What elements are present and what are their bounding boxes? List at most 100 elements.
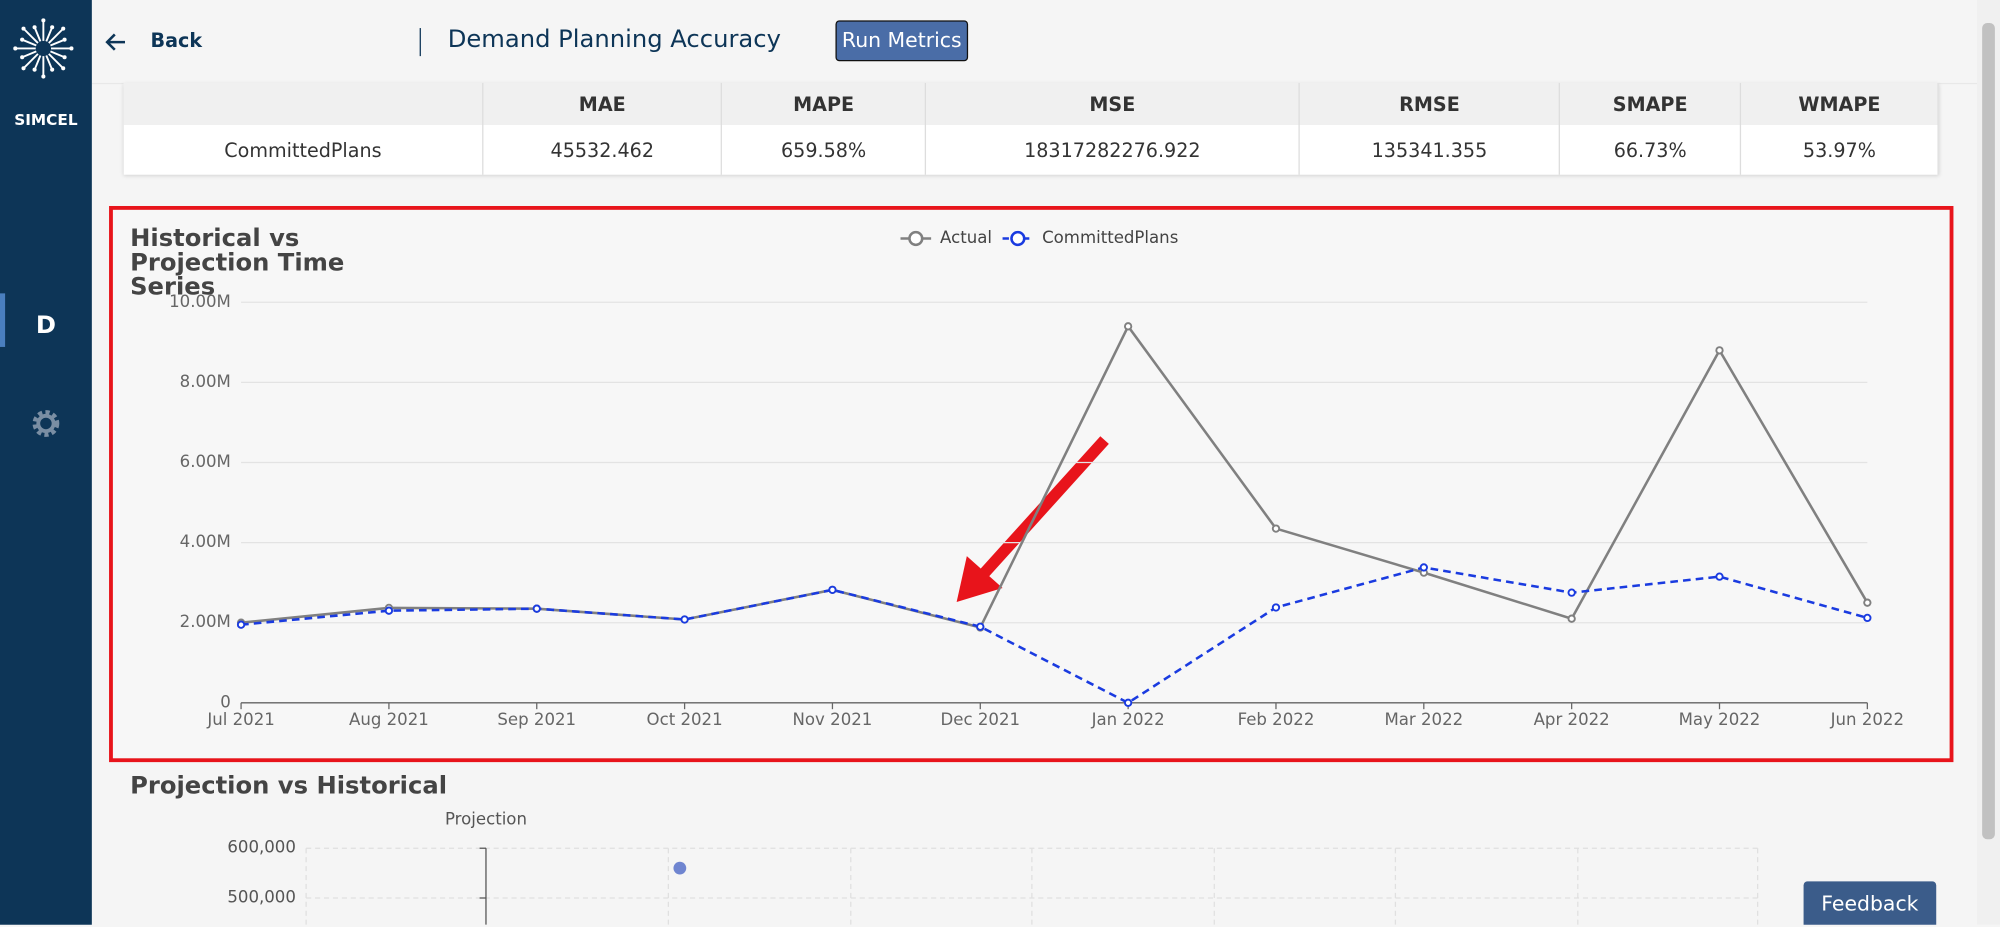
logo-dot — [62, 37, 67, 42]
logo-ray — [45, 26, 54, 42]
series-line — [240, 566, 1868, 705]
settings-icon[interactable] — [31, 408, 62, 439]
x-tick-label: Oct 2021 — [647, 710, 723, 729]
table-cell: 135341.355 — [1299, 124, 1561, 175]
y-tick-label: 2.00M — [180, 612, 231, 631]
data-point — [1863, 598, 1872, 607]
data-point — [236, 620, 246, 629]
run-metrics-button[interactable]: Run Metrics — [835, 20, 969, 62]
y-tick-label: 4.00M — [180, 532, 231, 551]
logo-ray — [21, 50, 37, 59]
corner-cell — [123, 82, 484, 125]
y-axis-label: Projection — [445, 810, 527, 829]
table-cell: 659.58% — [721, 124, 927, 175]
data-point — [1715, 346, 1724, 355]
logo-text: SIMCEL — [14, 110, 78, 129]
data-point — [1123, 698, 1133, 707]
logo-ray — [21, 38, 37, 47]
data-point — [673, 861, 687, 875]
logo-ray — [50, 38, 65, 47]
logo-ray — [33, 55, 42, 71]
logo-ray — [50, 50, 65, 59]
logo-dot — [21, 66, 26, 71]
logo-dot — [32, 25, 37, 30]
table-cell: 66.73% — [1559, 124, 1742, 175]
logo-dot — [32, 67, 37, 72]
column-header: RMSE — [1299, 82, 1561, 125]
logo-dot — [69, 46, 74, 51]
table-cell: 18317282276.922 — [925, 124, 1300, 175]
divider — [419, 28, 421, 57]
data-point — [680, 615, 689, 624]
x-tick-label: Jun 2022 — [1830, 710, 1904, 729]
legend-marker — [908, 230, 924, 247]
logo-ray — [45, 55, 54, 71]
nav-item[interactable]: D — [35, 311, 56, 340]
data-point — [532, 604, 541, 613]
logo-dot — [41, 74, 46, 79]
annotation-arrow — [956, 436, 1109, 603]
scrollbar[interactable] — [1977, 0, 2000, 925]
feedback-button[interactable]: Feedback — [1803, 881, 1937, 925]
y-tick-label: 0 — [220, 692, 231, 711]
logo-dot — [41, 18, 46, 23]
x-tick-label: Nov 2021 — [793, 710, 873, 729]
data-point — [1123, 322, 1133, 331]
logo-dot — [61, 66, 66, 71]
data-point — [1419, 563, 1428, 572]
data-point — [1567, 588, 1576, 597]
legend-marker — [1010, 230, 1026, 247]
logo-ray — [33, 26, 42, 42]
y-tick-label: 8.00M — [180, 372, 231, 391]
y-tick-label: 600,000 — [227, 838, 296, 857]
data-point — [1863, 613, 1872, 623]
page-title: Demand Planning Accuracy — [447, 25, 781, 54]
table-cell: 45532.462 — [482, 124, 723, 175]
back-link[interactable]: Back — [150, 29, 203, 53]
x-tick-label: Aug 2021 — [349, 710, 429, 729]
y-tick-label: 500,000 — [227, 887, 296, 906]
logo-ray — [48, 27, 64, 44]
chart-title: Historical vs Projection Time Series — [130, 224, 345, 302]
column-header: MAPE — [721, 82, 927, 125]
data-point — [1715, 572, 1724, 581]
logo-dot — [61, 26, 66, 31]
column-header: MAE — [482, 82, 723, 125]
x-tick-label: Sep 2021 — [497, 710, 576, 729]
back-arrow[interactable] — [105, 31, 128, 54]
data-point — [1271, 603, 1281, 612]
logo-ray — [48, 53, 64, 69]
x-tick-label: Jul 2021 — [206, 710, 274, 729]
metrics-table: MAE MAPE MSE RMSE SMAPE WMAPE CommittedPlans 4… — [123, 82, 1939, 175]
logo-dot — [50, 67, 55, 72]
x-tick-label: Apr 2022 — [1534, 710, 1610, 729]
data-point — [1271, 524, 1281, 533]
table-cell: 53.97% — [1740, 124, 1939, 175]
data-point — [1567, 614, 1576, 623]
column-header: SMAPE — [1559, 82, 1742, 125]
table-cell: CommittedPlans — [123, 124, 484, 175]
logo-ray — [22, 27, 39, 44]
series-line — [240, 323, 1869, 630]
logo-icon — [13, 18, 74, 79]
header: Back Demand Planning Accuracy Run Metric… — [91, 0, 1978, 85]
x-tick-label: Feb 2022 — [1238, 710, 1315, 729]
logo-dot — [50, 25, 55, 30]
x-tick-label: Mar 2022 — [1384, 710, 1463, 729]
logo-dot — [62, 55, 67, 60]
active-indicator — [0, 293, 6, 347]
x-tick-label: Jan 2022 — [1091, 710, 1165, 729]
legend-label: CommittedPlans — [1042, 228, 1178, 247]
logo-dot — [21, 26, 26, 31]
legend-label: Actual — [940, 228, 992, 247]
logo-dot — [13, 46, 18, 51]
x-tick-label: Dec 2021 — [941, 710, 1021, 729]
x-tick-label: May 2022 — [1679, 710, 1761, 729]
data-point — [828, 585, 837, 595]
data-point — [976, 622, 985, 631]
column-header: WMAPE — [1740, 82, 1939, 125]
logo-dot — [20, 55, 25, 60]
